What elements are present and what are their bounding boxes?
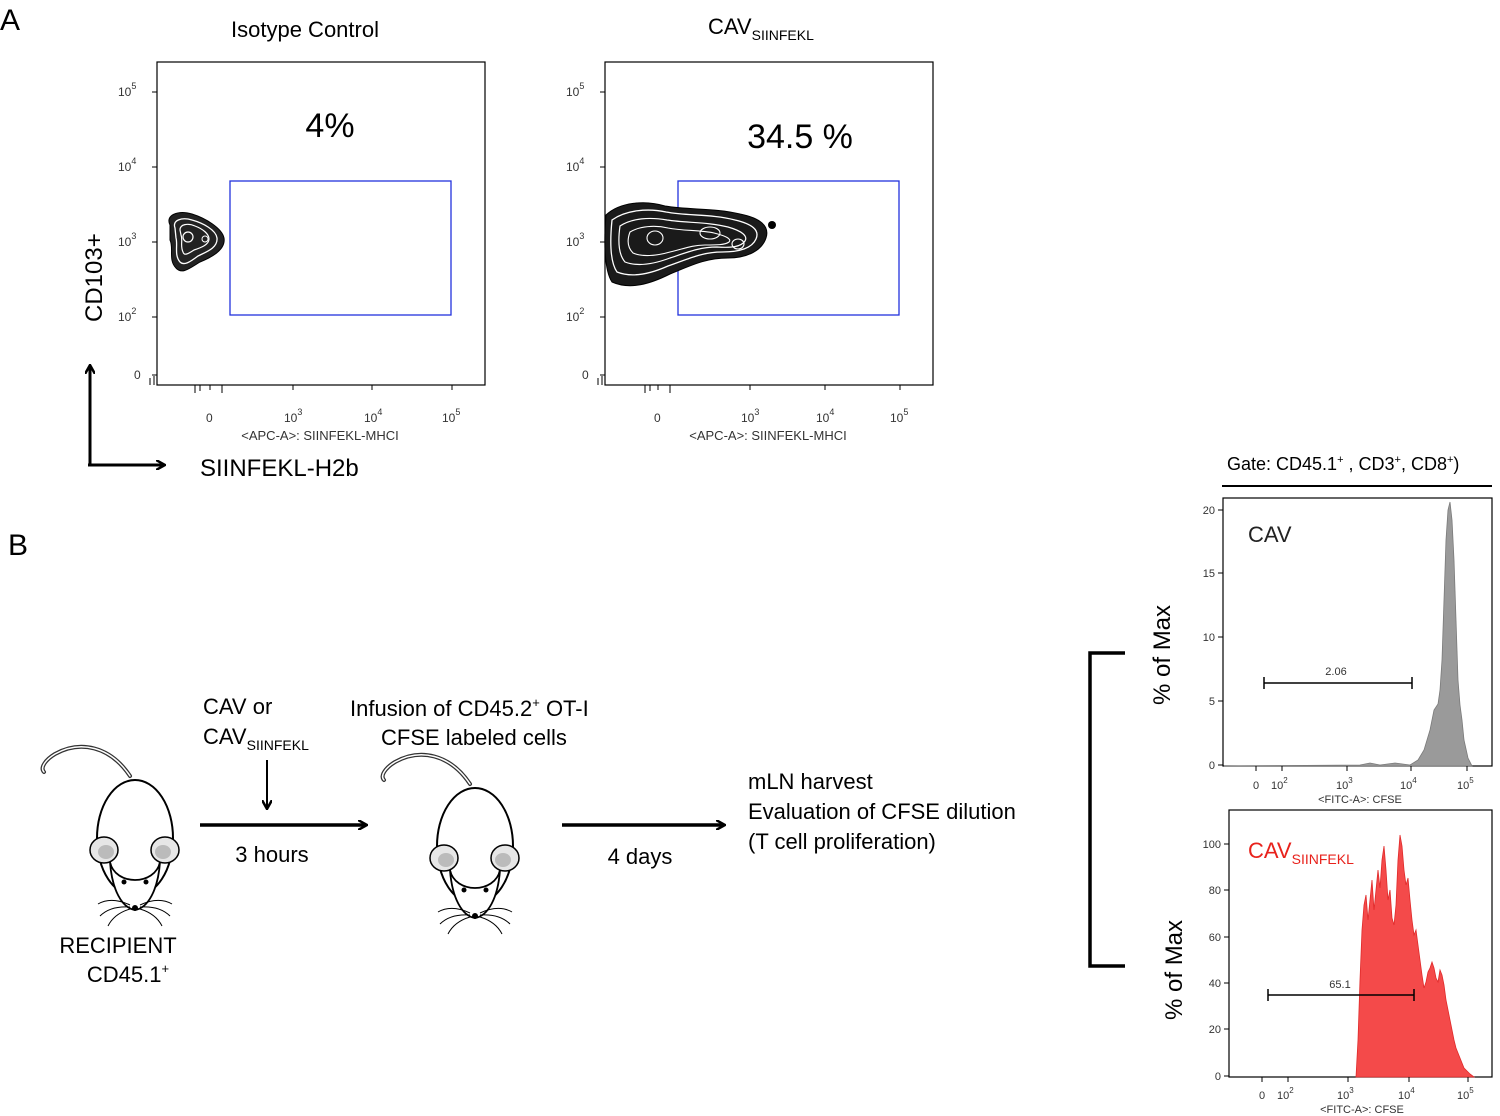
- plot1-xtick-1e5: 105: [442, 407, 460, 425]
- svg-text:0: 0: [1253, 780, 1259, 792]
- plot1-ytick-1e3: 103: [118, 231, 136, 249]
- plot1-contour: [168, 212, 225, 272]
- svg-text:60: 60: [1209, 932, 1221, 944]
- recipient-line2: CD45.1+: [87, 961, 169, 987]
- svg-text:100: 100: [1203, 839, 1221, 851]
- plot2-xtick-1e4: 104: [816, 407, 834, 425]
- svg-text:105: 105: [1457, 776, 1474, 792]
- plot2-xtick-1e5: 105: [890, 407, 908, 425]
- plot1-frame: [156, 61, 486, 386]
- svg-text:20: 20: [1209, 1024, 1221, 1036]
- step1-label: 3 hours: [235, 842, 308, 867]
- hist2-gate-value: 65.1: [1329, 979, 1350, 991]
- panel-a-label: A: [0, 4, 20, 37]
- treatment-line2: CAVSIINFEKL: [203, 724, 309, 753]
- infusion-line1: Infusion of CD45.2+ OT-I: [350, 695, 589, 721]
- svg-text:104: 104: [1398, 1086, 1415, 1102]
- hist1-y-tick-labels: 20 15 10 5 0: [1203, 505, 1215, 772]
- svg-text:0: 0: [1209, 760, 1215, 772]
- plot2-ytick-1e4: 104: [566, 156, 584, 174]
- hist1-x-tick-labels: 0 102 103 104 105: [1253, 776, 1474, 792]
- x-axis-label: SIINFEKL-H2b: [200, 455, 359, 482]
- svg-text:103: 103: [1337, 1086, 1354, 1102]
- hist1-x-label: <FITC-A>: CFSE: [1318, 794, 1402, 806]
- plot2-ytick-1e2: 102: [566, 306, 584, 324]
- histogram-cav: 20 15 10 5 0 0 102 103 104 105 <FITC-A>:…: [1149, 497, 1493, 806]
- svg-text:5: 5: [1209, 696, 1215, 708]
- mouse-icon-infused: [380, 752, 520, 935]
- hist2-y-label: % of Max: [1161, 920, 1188, 1020]
- hist2-area: [1355, 834, 1476, 1078]
- harvest-line3: (T cell proliferation): [748, 829, 936, 854]
- step2-label: 4 days: [608, 844, 673, 869]
- svg-text:0: 0: [1259, 1090, 1265, 1102]
- plot1-ytick-1e2: 102: [118, 306, 136, 324]
- hist1-area: [1223, 501, 1473, 767]
- plot1-gate-box: [229, 180, 452, 316]
- y-axis-label: CD103+: [81, 233, 108, 322]
- hist1-y-label: % of Max: [1149, 605, 1176, 705]
- plot2-ytick-0: 0: [582, 368, 589, 382]
- histogram-cav-siinfekl: 100 80 60 40 20 0 0 102 103 104 105 <FIT…: [1161, 809, 1493, 1116]
- recipient-line1: RECIPIENT: [59, 933, 176, 958]
- panel-a-axis-arrows: CD103+ SIINFEKL-H2b: [81, 233, 359, 482]
- infusion-line2: CFSE labeled cells: [381, 725, 567, 750]
- plot2-percent: 34.5 %: [747, 118, 853, 156]
- svg-text:0: 0: [1215, 1071, 1221, 1083]
- plot1-axis-ticks: [149, 91, 453, 393]
- panel-b-label: B: [8, 529, 28, 562]
- svg-text:10: 10: [1203, 632, 1215, 644]
- plot2-axis-ticks: [597, 91, 901, 393]
- plot2-contour: [604, 202, 776, 287]
- plot2-xtick-1e3: 103: [741, 407, 759, 425]
- svg-text:15: 15: [1203, 568, 1215, 580]
- svg-text:102: 102: [1277, 1086, 1294, 1102]
- plot1-x-label: <APC-A>: SIINFEKL-MHCI: [241, 428, 398, 443]
- svg-text:103: 103: [1336, 776, 1353, 792]
- svg-text:102: 102: [1271, 776, 1288, 792]
- bracket: [1088, 651, 1125, 968]
- plot2-x-label: <APC-A>: SIINFEKL-MHCI: [689, 428, 846, 443]
- plot1-y-tick-labels: 105 104 103 102 0: [118, 81, 141, 382]
- svg-text:40: 40: [1209, 978, 1221, 990]
- plot2-x-tick-labels: 0 103 104 105: [654, 407, 908, 425]
- hist1-gate-value: 2.06: [1325, 666, 1346, 678]
- svg-text:105: 105: [1457, 1086, 1474, 1102]
- plot1-ytick-1e5: 105: [118, 81, 136, 99]
- hist2-x-label: <FITC-A>: CFSE: [1320, 1104, 1404, 1116]
- plot2-title: CAVSIINFEKL: [708, 14, 814, 43]
- hist2-y-tick-labels: 100 80 60 40 20 0: [1203, 839, 1221, 1083]
- plot1-ytick-1e4: 104: [118, 156, 136, 174]
- harvest-line2: Evaluation of CFSE dilution: [748, 799, 1016, 824]
- plot2-xtick-0: 0: [654, 411, 661, 425]
- plot1-percent: 4%: [305, 107, 354, 145]
- gate-label: Gate: CD45.1+ , CD3+, CD8+): [1227, 454, 1459, 474]
- hist1-title: CAV: [1248, 522, 1292, 547]
- mouse-icon-recipient: [40, 744, 180, 927]
- plot1-x-tick-labels: 0 103 104 105: [206, 407, 460, 425]
- svg-text:80: 80: [1209, 885, 1221, 897]
- plot1-xtick-0: 0: [206, 411, 213, 425]
- plot1-ytick-0: 0: [134, 368, 141, 382]
- plot2-ytick-1e5: 105: [566, 81, 584, 99]
- svg-text:20: 20: [1203, 505, 1215, 517]
- plot2-ytick-1e3: 103: [566, 231, 584, 249]
- plot2-y-tick-labels: 105 104 103 102 0: [566, 81, 589, 382]
- hist2-x-tick-labels: 0 102 103 104 105: [1259, 1086, 1474, 1102]
- plot1-title: Isotype Control: [231, 17, 379, 42]
- plot1-xtick-1e4: 104: [364, 407, 382, 425]
- hist2-title: CAVSIINFEKL: [1248, 838, 1354, 867]
- harvest-line1: mLN harvest: [748, 769, 873, 794]
- svg-text:104: 104: [1400, 776, 1417, 792]
- treatment-line1: CAV or: [203, 694, 272, 719]
- plot1-xtick-1e3: 103: [284, 407, 302, 425]
- scatter-plot-isotype: 4% 105 104 103 102: [118, 61, 486, 443]
- scatter-plot-cav-siinfekl: 34.5 % 105 104 103: [566, 61, 934, 443]
